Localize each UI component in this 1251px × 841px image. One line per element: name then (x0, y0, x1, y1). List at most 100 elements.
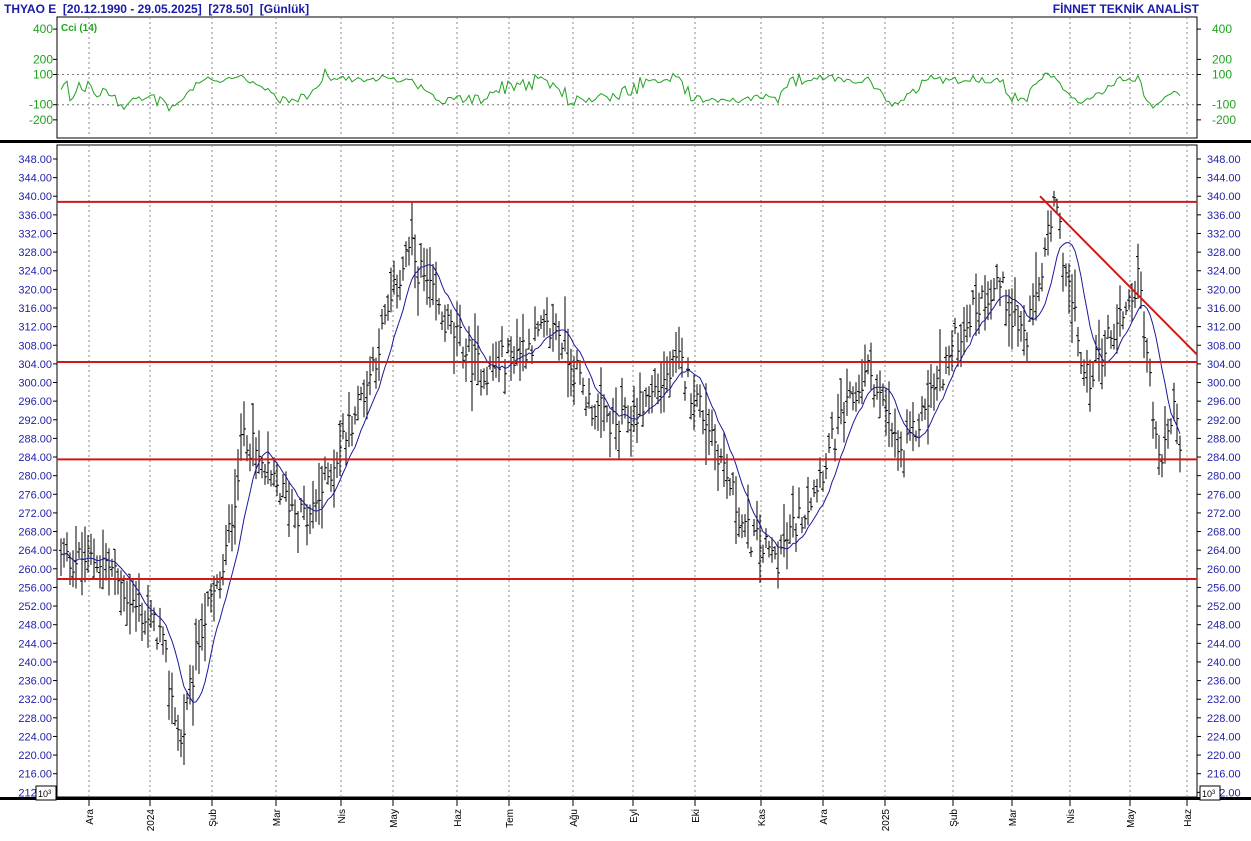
price-tick-label-right: 348.00 (1207, 154, 1241, 166)
downtrend-line (1039, 195, 1198, 356)
price-plot-frame (56, 144, 1198, 798)
price-tick-label-left: 280.00 (18, 471, 52, 483)
price-tick-label-left: 276.00 (18, 489, 52, 501)
cci-grid (57, 17, 1197, 138)
x-tick-label: 2025 (881, 809, 892, 832)
multiplier-box-right (1199, 785, 1221, 801)
price-tick-label-right: 220.00 (1207, 750, 1241, 762)
cci-tick-label-left: 400 (33, 22, 53, 36)
price-tick-label-right: 232.00 (1207, 694, 1241, 706)
multiplier-box-left (35, 785, 57, 801)
x-tick-label: Eyl (629, 809, 640, 823)
price-tick-label-left: 240.00 (18, 657, 52, 669)
price-tick-label-left: 312.00 (18, 322, 52, 334)
price-tick-label-left: 340.00 (18, 191, 52, 203)
price-tick-label-right: 288.00 (1207, 433, 1241, 445)
multiplier-label-left: 103 (38, 789, 52, 799)
date-range: [20.12.1990 - 29.05.2025] (62, 2, 202, 16)
price-tick-label-right: 292.00 (1207, 415, 1241, 427)
price-tick-label-right: 228.00 (1207, 713, 1241, 725)
price-tick-label-left: 320.00 (18, 284, 52, 296)
panel-separator (0, 140, 1251, 143)
symbol: THYAO E (4, 2, 57, 16)
price-tick-label-left: 324.00 (18, 266, 52, 278)
cci-tick-label-left: -100 (29, 98, 53, 112)
support-resistance-levels (57, 200, 1197, 581)
price-tick-label-right: 340.00 (1207, 191, 1241, 203)
price-tick-label-right: 272.00 (1207, 508, 1241, 520)
x-tick-label: Ağu (569, 809, 580, 827)
ohlc-bars (59, 190, 1182, 766)
price-tick-label-right: 260.00 (1207, 564, 1241, 576)
price-panel: 348.00 348.00 344.00 344.00 340.00 340.00 336.… (18, 144, 1241, 799)
price-tick-label-right: 244.00 (1207, 638, 1241, 650)
price-tick-label-right: 256.00 (1207, 582, 1241, 594)
x-tick-label: Mar (272, 808, 283, 826)
price-tick-label-left: 232.00 (18, 694, 52, 706)
price-tick-label-right: 320.00 (1207, 284, 1241, 296)
x-tick-label: May (1126, 809, 1137, 828)
price-tick-label-left: 284.00 (18, 452, 52, 464)
price-tick-label-left: 248.00 (18, 620, 52, 632)
x-tick-label: Şub (949, 809, 960, 827)
price-tick-label-left: 292.00 (18, 415, 52, 427)
x-tick-label: Şub (208, 809, 219, 827)
price-tick-label-left: 252.00 (18, 601, 52, 613)
brand-label: FİNNET TEKNİK ANALİST (1052, 2, 1199, 16)
price-tick-label-left: 304.00 (18, 359, 52, 371)
x-tick-label: Tem (505, 809, 516, 828)
x-tick-label: Kas (757, 809, 768, 826)
x-tick-label: Nis (1066, 809, 1077, 823)
price-tick-label-left: 244.00 (18, 638, 52, 650)
x-tick-label: 2024 (146, 809, 157, 832)
x-tick-label: Mar (1008, 808, 1019, 826)
moving-average-line (60, 242, 1181, 704)
x-tick-label: May (389, 809, 400, 828)
price-tick-label-left: 348.00 (18, 154, 52, 166)
price-tick-label-right: 240.00 (1207, 657, 1241, 669)
price-tick-label-right: 284.00 (1207, 452, 1241, 464)
cci-plot-frame (56, 16, 1198, 139)
price-tick-label-right: 280.00 (1207, 471, 1241, 483)
price-tick-label-right: 332.00 (1207, 228, 1241, 240)
price-tick-label-right: 264.00 (1207, 545, 1241, 557)
price-tick-label-left: 216.00 (18, 769, 52, 781)
price-tick-label-left: 224.00 (18, 731, 52, 743)
cci-panel-bg (0, 17, 1251, 138)
price-tick-label-left: 272.00 (18, 508, 52, 520)
x-tick-label: Nis (337, 809, 348, 823)
price-tick-label-right: 252.00 (1207, 601, 1241, 613)
price-tick-label-right: 300.00 (1207, 378, 1241, 390)
price-tick-label-left: 308.00 (18, 340, 52, 352)
price-tick-label-left: 336.00 (18, 210, 52, 222)
price-tick-label-left: 300.00 (18, 378, 52, 390)
multiplier-label-right: 103 (1202, 789, 1216, 799)
x-tick-label: Ara (85, 809, 96, 825)
price-tick-label-right: 336.00 (1207, 210, 1241, 222)
cci-tick-label-left: 100 (33, 67, 53, 81)
price-grid (88, 145, 1188, 797)
price-ticks: 348.00 348.00 344.00 344.00 340.00 340.00 336.… (18, 154, 1240, 799)
cci-label: Cci (14) (61, 23, 97, 34)
price-tick-label-right: 296.00 (1207, 396, 1241, 408)
price-tick-label-left: 228.00 (18, 713, 52, 725)
price-tick-label-left: 260.00 (18, 564, 52, 576)
cci-tick-label-left: -200 (29, 113, 53, 127)
price-tick-label-left: 288.00 (18, 433, 52, 445)
price-tick-label-right: 268.00 (1207, 527, 1241, 539)
price-tick-label-right: 312.00 (1207, 322, 1241, 334)
price-tick-label-left: 268.00 (18, 527, 52, 539)
cci-tick-label-right: -100 (1212, 98, 1236, 112)
price-tick-label-left: 220.00 (18, 750, 52, 762)
price-tick-label-left: 236.00 (18, 676, 52, 688)
price-tick-label-right: 276.00 (1207, 489, 1241, 501)
price-tick-label-left: 332.00 (18, 228, 52, 240)
price-tick-label-left: 316.00 (18, 303, 52, 315)
x-tick-label: Ara (819, 809, 830, 825)
cci-tick-label-right: -200 (1212, 113, 1236, 127)
price-tick-label-left: 256.00 (18, 582, 52, 594)
cci-tick-label-right: 100 (1212, 67, 1232, 81)
